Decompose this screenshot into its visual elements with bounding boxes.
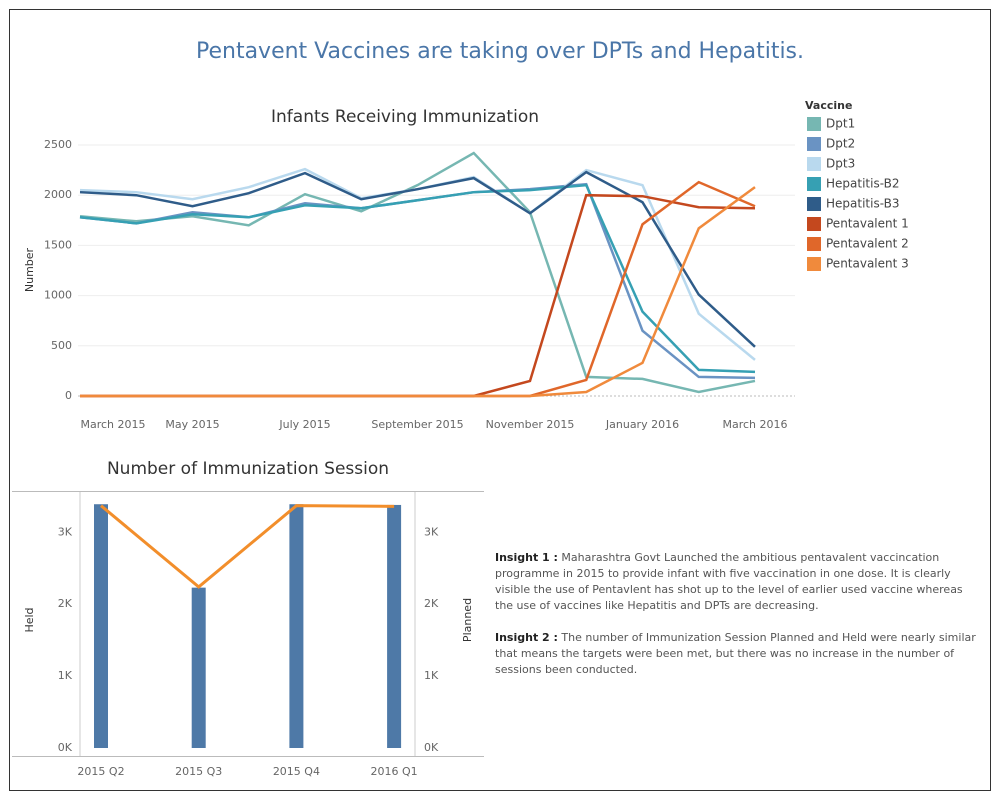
- x-tick-label: 2015 Q4: [273, 765, 320, 778]
- y2-tick-label: 1K: [424, 669, 439, 682]
- x-tick-label: November 2015: [486, 418, 575, 431]
- y-tick-label: 2000: [44, 188, 72, 201]
- legend-swatch: [807, 117, 821, 131]
- y-tick-label: 500: [51, 339, 72, 352]
- legend-swatch: [807, 237, 821, 251]
- legend-label: Pentavalent 2: [826, 237, 909, 251]
- x-tick-label: July 2015: [278, 418, 330, 431]
- y-tick-label: 1K: [58, 669, 73, 682]
- legend-label: Hepatitis-B2: [826, 177, 899, 191]
- y-axis-title: Number: [23, 247, 36, 292]
- legend-label: Dpt3: [826, 157, 855, 171]
- legend-label: Pentavalent 3: [826, 257, 909, 271]
- chart-title: Number of Immunization Session: [107, 459, 389, 479]
- insights: Insight 1 : Maharashtra Govt Launched th…: [495, 550, 980, 694]
- legend-swatch: [807, 257, 821, 271]
- x-tick-label: May 2015: [165, 418, 219, 431]
- y2-tick-label: 2K: [424, 597, 439, 610]
- legend-title: Vaccine: [805, 99, 852, 112]
- insight-label: Insight 1 :: [495, 551, 558, 564]
- x-tick-label: September 2015: [371, 418, 463, 431]
- series-line: [80, 186, 756, 398]
- y2-axis-title: Planned: [461, 598, 474, 642]
- x-tick-label: 2015 Q3: [175, 765, 222, 778]
- legend-label: Dpt2: [826, 137, 855, 151]
- x-tick-label: 2016 Q1: [371, 765, 418, 778]
- legend-label: Dpt1: [826, 117, 855, 131]
- y-tick-label: 0: [65, 389, 72, 402]
- x-tick-label: 2015 Q2: [77, 765, 124, 778]
- x-tick-label: March 2015: [80, 418, 145, 431]
- y-tick-label: 1500: [44, 238, 72, 251]
- y-tick-label: 2K: [58, 597, 73, 610]
- insight: Insight 2 : The number of Immunization S…: [495, 630, 980, 678]
- bar: [94, 504, 108, 748]
- y2-tick-label: 3K: [424, 525, 439, 538]
- bar: [289, 504, 304, 748]
- series-line: [79, 170, 756, 348]
- series-line: [100, 504, 395, 589]
- legend-swatch: [807, 177, 821, 191]
- bar: [191, 587, 206, 748]
- legend-swatch: [807, 197, 821, 211]
- legend-label: Pentavalent 1: [826, 217, 909, 231]
- y-axis-title: Held: [23, 607, 36, 632]
- insight: Insight 1 : Maharashtra Govt Launched th…: [495, 550, 980, 614]
- series-line: [79, 183, 756, 374]
- frame: [9, 9, 991, 791]
- insight-label: Insight 2 :: [495, 631, 558, 644]
- dashboard-title: Pentavent Vaccines are taking over DPTs …: [196, 39, 804, 64]
- series-line: [79, 151, 756, 394]
- insight-text: Maharashtra Govt Launched the ambitious …: [495, 551, 963, 612]
- legend-swatch: [807, 157, 821, 171]
- y-tick-label: 3K: [58, 525, 73, 538]
- x-tick-label: January 2016: [605, 418, 679, 431]
- y-tick-label: 2500: [44, 138, 72, 151]
- legend-swatch: [807, 137, 821, 151]
- y-tick-label: 0K: [58, 741, 73, 754]
- chart-title: Infants Receiving Immunization: [271, 107, 539, 127]
- bar: [387, 504, 402, 748]
- legend-swatch: [807, 217, 821, 231]
- insight-text: The number of Immunization Session Plann…: [495, 631, 976, 676]
- y-tick-label: 1000: [44, 289, 72, 302]
- legend-label: Hepatitis-B3: [826, 197, 899, 211]
- y2-tick-label: 0K: [424, 741, 439, 754]
- x-tick-label: March 2016: [722, 418, 787, 431]
